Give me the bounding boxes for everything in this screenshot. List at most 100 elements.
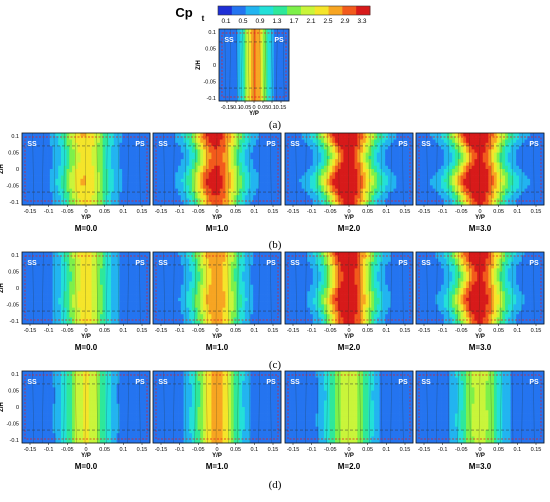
contour-cell	[92, 195, 95, 199]
contour-cell	[502, 172, 505, 176]
contour-cell	[242, 133, 245, 137]
contour-cell	[97, 156, 100, 160]
contour-cell	[304, 192, 307, 196]
contour-cell	[486, 146, 489, 150]
contour-cell	[78, 156, 81, 160]
contour-cell	[83, 156, 86, 160]
contour-cell	[253, 195, 256, 199]
contour-cell	[332, 179, 335, 183]
contour-cell	[508, 162, 511, 166]
contour-cell	[262, 195, 265, 199]
contour-cell	[494, 133, 497, 137]
contour-cell	[449, 172, 452, 176]
contour-cell	[366, 153, 369, 157]
contour-cell	[508, 192, 511, 196]
contour-cell	[313, 159, 316, 163]
contour-cell	[511, 159, 514, 163]
contour-cell	[346, 172, 349, 176]
contour-cell	[236, 192, 239, 196]
contour-cell	[75, 162, 78, 166]
contour-cell	[256, 146, 259, 150]
contour-cell	[92, 176, 95, 180]
contour-cell	[368, 169, 371, 173]
contour-cell	[502, 146, 505, 150]
contour-cell	[388, 169, 391, 173]
contour-cell	[368, 172, 371, 176]
contour-cell	[435, 195, 438, 199]
contour-cell	[363, 185, 366, 189]
contour-cell	[335, 192, 338, 196]
contour-cell	[508, 146, 511, 150]
contour-cell	[186, 153, 189, 157]
contour-cell	[458, 133, 461, 137]
contour-cell	[427, 156, 430, 160]
contour-cell	[447, 182, 450, 186]
contour-cell	[502, 166, 505, 170]
contour-cell	[259, 185, 262, 189]
contour-cell	[47, 195, 50, 199]
contour-cell	[55, 140, 58, 144]
contour-cell	[111, 153, 114, 157]
contour-cell	[119, 192, 122, 196]
contour-cell	[505, 176, 508, 180]
contour-cell	[89, 159, 92, 163]
contour-cell	[250, 159, 253, 163]
contour-cell	[264, 169, 267, 173]
contour-cell	[175, 195, 178, 199]
contour-cell	[164, 149, 167, 153]
contour-cell	[474, 198, 477, 202]
contour-cell	[50, 153, 53, 157]
contour-cell	[64, 192, 67, 196]
contour-cell	[433, 169, 436, 173]
contour-cell	[86, 149, 89, 153]
contour-cell	[264, 179, 267, 183]
contour-cell	[33, 166, 36, 170]
contour-cell	[39, 198, 42, 202]
contour-cell	[366, 185, 369, 189]
contour-cell	[245, 198, 248, 202]
contour-cell	[89, 140, 92, 144]
contour-cell	[214, 198, 217, 202]
contour-cell	[377, 179, 380, 183]
contour-cell	[511, 185, 514, 189]
contour-cell	[385, 198, 388, 202]
contour-cell	[195, 189, 198, 193]
contour-cell	[363, 156, 366, 160]
contour-cell	[270, 159, 273, 163]
contour-cell	[234, 153, 237, 157]
contour-cell	[78, 169, 81, 173]
contour-cell	[486, 195, 489, 199]
contour-cell	[139, 156, 142, 160]
contour-cell	[186, 185, 189, 189]
contour-cell	[181, 189, 184, 193]
contour-cell	[355, 176, 358, 180]
contour-cell	[360, 140, 363, 144]
contour-cell	[483, 172, 486, 176]
contour-cell	[480, 156, 483, 160]
contour-cell	[505, 169, 508, 173]
contour-cell	[114, 179, 117, 183]
contour-cell	[332, 166, 335, 170]
contour-cell	[491, 182, 494, 186]
contour-cell	[318, 166, 321, 170]
contour-cell	[264, 182, 267, 186]
contour-cell	[480, 172, 483, 176]
contour-cell	[452, 192, 455, 196]
contour-cell	[97, 133, 100, 137]
contour-cell	[94, 189, 97, 193]
contour-cell	[44, 166, 47, 170]
contour-cell	[299, 169, 302, 173]
contour-cell	[97, 172, 100, 176]
contour-cell	[511, 179, 514, 183]
contour-cell	[133, 198, 136, 202]
contour-cell	[321, 153, 324, 157]
contour-cell	[402, 185, 405, 189]
contour-cell	[463, 133, 466, 137]
contour-cell	[231, 146, 234, 150]
contour-cell	[380, 166, 383, 170]
contour-cell	[441, 149, 444, 153]
contour-cell	[299, 172, 302, 176]
contour-cell	[377, 182, 380, 186]
contour-cell	[248, 172, 251, 176]
contour-cell	[239, 192, 242, 196]
